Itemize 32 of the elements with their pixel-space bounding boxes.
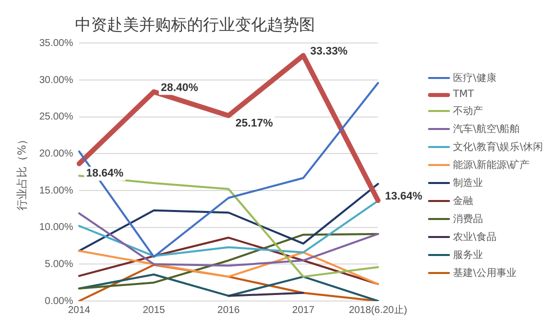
y-tick-label: 20.00% — [39, 148, 74, 160]
y-axis-title: 行业占比（%） — [15, 134, 28, 210]
legend-label: 服务业 — [453, 248, 483, 262]
legend-label: 基建\公用事业 — [453, 266, 516, 280]
legend-label: 金融 — [453, 194, 473, 208]
x-tick-label: 2018(6.20止) — [348, 304, 408, 316]
y-tick-label: 35.00% — [39, 38, 74, 49]
legend-label: 医疗\健康 — [453, 72, 496, 85]
x-tick-label: 2015 — [142, 304, 166, 316]
data-label: 28.40% — [160, 82, 198, 94]
legend-label: 消费品 — [453, 212, 483, 226]
y-tick-label: 0.00% — [44, 296, 74, 307]
data-label: 25.17% — [236, 118, 274, 130]
y-tick-label: 10.00% — [39, 222, 74, 234]
y-tick-label: 30.00% — [39, 74, 74, 86]
legend-label: 制造业 — [453, 176, 483, 190]
y-tick-label: 15.00% — [39, 185, 74, 196]
y-tick-label: 5.00% — [44, 258, 74, 270]
x-tick-label: 2016 — [217, 304, 240, 316]
legend-label: 汽车\航空\船舶 — [453, 122, 520, 136]
data-label: 33.33% — [310, 46, 348, 58]
legend-label: 能源\新能源\矿产 — [453, 158, 530, 172]
chart-title: 中资赴美并购标的行业变化趋势图 — [75, 14, 315, 34]
data-label: 13.64% — [385, 190, 423, 203]
legend-label: 文化\教育\娱乐\休闲 — [453, 140, 544, 154]
legend-label: TMT — [453, 89, 474, 100]
data-label: 18.64% — [86, 168, 124, 180]
x-tick-label: 2014 — [68, 304, 91, 316]
legend-label: 农业\食品 — [453, 230, 496, 244]
legend-label: 不动产 — [453, 104, 483, 118]
y-tick-label: 25.00% — [39, 112, 74, 123]
x-tick-label: 2017 — [292, 304, 315, 316]
